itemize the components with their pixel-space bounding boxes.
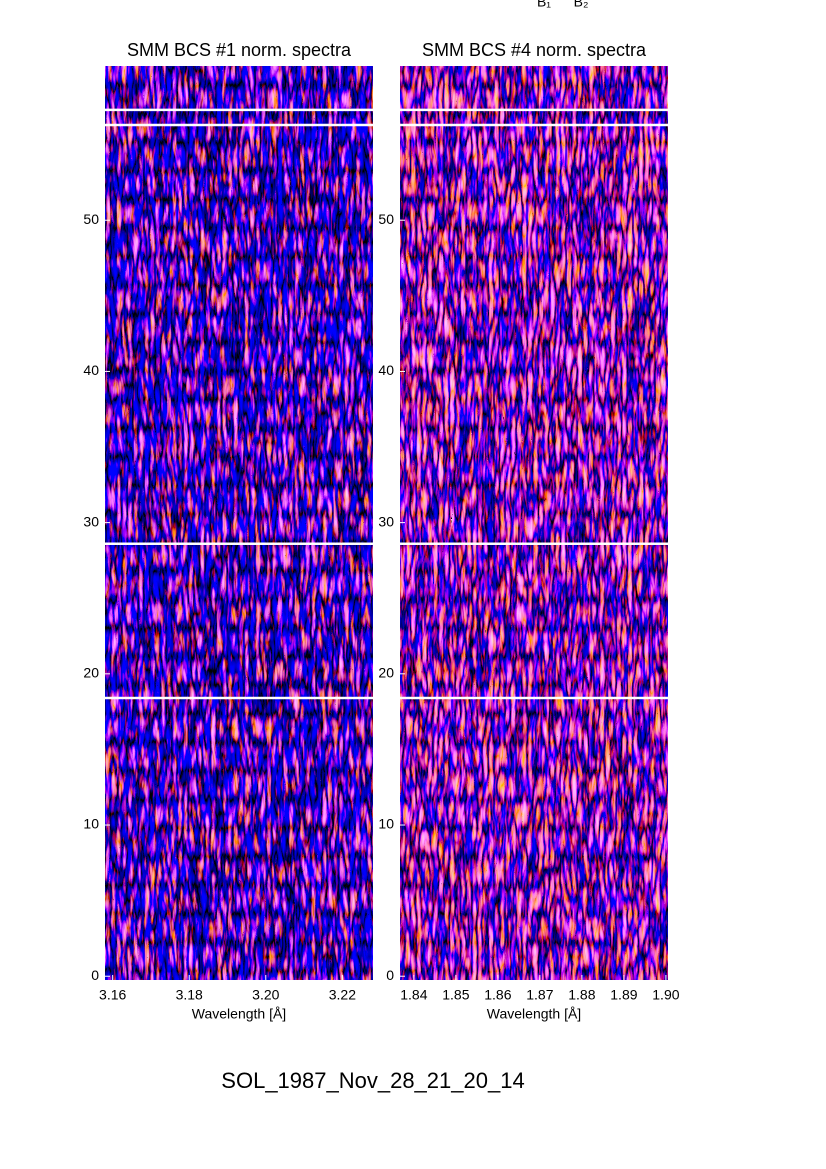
annotation: B₂ (574, 0, 589, 10)
x-tick-label: 3.20 (252, 987, 279, 1003)
x-tick-label: 1.88 (568, 987, 595, 1003)
y-tick-label: 50 (83, 211, 99, 227)
figure-footer: SOL_1987_Nov_28_21_20_14 (221, 1068, 524, 1093)
y-tick-label: 40 (378, 362, 394, 378)
x-tick-label: 3.22 (329, 987, 356, 1003)
x-tick-label: 3.16 (99, 987, 126, 1003)
x-tick-label: 1.89 (610, 987, 637, 1003)
x-tick-label: 1.86 (484, 987, 511, 1003)
x-tick-label: 1.85 (442, 987, 469, 1003)
y-tick-label: 30 (378, 513, 394, 529)
y-tick-label: 20 (83, 665, 99, 681)
y-tick-label: 50 (378, 211, 394, 227)
y-tick-label: 10 (378, 816, 394, 832)
x-axis-label: Wavelength [Å] (192, 1006, 286, 1022)
x-tick-label: 1.84 (400, 987, 427, 1003)
y-tick-label: 0 (91, 967, 99, 983)
x-tick-label: 3.18 (176, 987, 203, 1003)
spectra-image (105, 66, 373, 980)
x-axis-label: Wavelength [Å] (487, 1006, 581, 1022)
annotation: B₁ (537, 0, 551, 10)
y-tick-label: 40 (83, 362, 99, 378)
spectra-image (400, 66, 668, 980)
y-tick-label: 30 (83, 513, 99, 529)
x-tick-label: 1.90 (652, 987, 679, 1003)
panel-title: SMM BCS #1 norm. spectra (127, 40, 352, 60)
x-tick-label: 1.87 (526, 987, 553, 1003)
y-tick-label: 0 (386, 967, 394, 983)
y-tick-label: 10 (83, 816, 99, 832)
y-tick-label: 20 (378, 665, 394, 681)
panel-title: SMM BCS #4 norm. spectra (422, 40, 647, 60)
